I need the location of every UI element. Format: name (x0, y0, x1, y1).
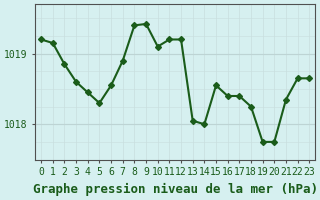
X-axis label: Graphe pression niveau de la mer (hPa): Graphe pression niveau de la mer (hPa) (33, 183, 318, 196)
